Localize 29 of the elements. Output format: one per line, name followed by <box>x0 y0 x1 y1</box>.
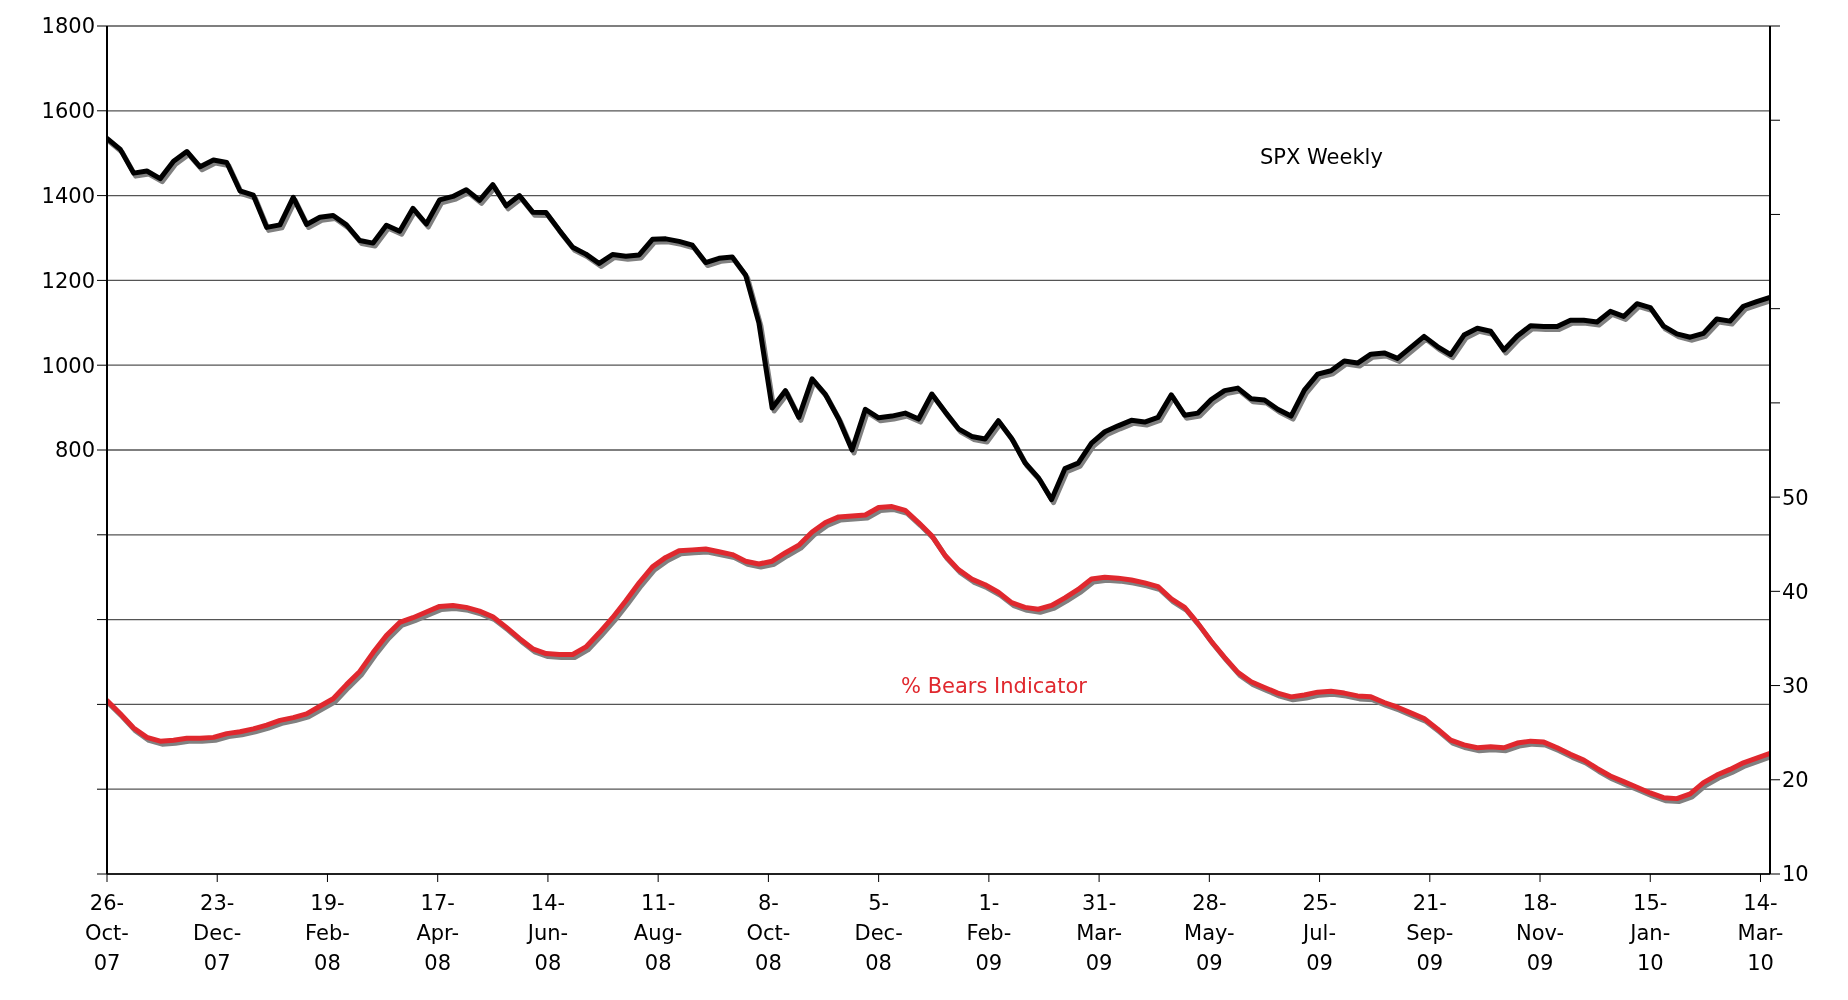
y2-tick-label: 30 <box>1782 674 1809 699</box>
text: % Bears Indicator <box>901 674 1088 698</box>
x-tick-label: 14-Mar-10 <box>1737 891 1784 975</box>
x-tick-label: 14-Jun-08 <box>525 891 569 975</box>
y-tick-label: 800 <box>54 438 95 463</box>
x-tick-label: 26-Oct-07 <box>85 891 129 975</box>
y-tick-label: 1000 <box>41 353 95 378</box>
text: SPX Weekly <box>1260 145 1383 169</box>
x-tick-label: 5-Dec-08 <box>854 891 903 975</box>
y-tick-label: 1400 <box>41 184 95 209</box>
x-tick-label: 17-Apr-08 <box>416 891 459 975</box>
x-tick-label: 15-Jan-10 <box>1628 891 1671 975</box>
x-tick-label: 8-Oct-08 <box>746 891 791 975</box>
y-tick-label: 1200 <box>41 268 95 293</box>
x-tick-label: 19-Feb-08 <box>305 891 350 975</box>
y2-tick-label: 50 <box>1782 485 1809 510</box>
x-tick-label: 11-Aug-08 <box>633 891 683 975</box>
y2-tick-label: 20 <box>1782 768 1809 793</box>
x-tick-label: 23-Dec-07 <box>193 891 242 975</box>
x-tick-label: 18-Nov-09 <box>1516 891 1565 975</box>
y-tick-label: 1600 <box>41 99 95 124</box>
x-tick-label: 1-Feb-09 <box>966 891 1012 975</box>
x-tick-label: 25-Jul-09 <box>1301 891 1337 975</box>
y2-tick-label: 40 <box>1782 579 1809 604</box>
y2-tick-label: 10 <box>1782 862 1809 887</box>
y-tick-label: 1800 <box>41 14 95 39</box>
x-tick-label: 28-May-09 <box>1184 891 1235 975</box>
x-tick-label: 31-Mar-09 <box>1076 891 1123 975</box>
x-tick-label: 21-Sep-09 <box>1406 891 1454 975</box>
